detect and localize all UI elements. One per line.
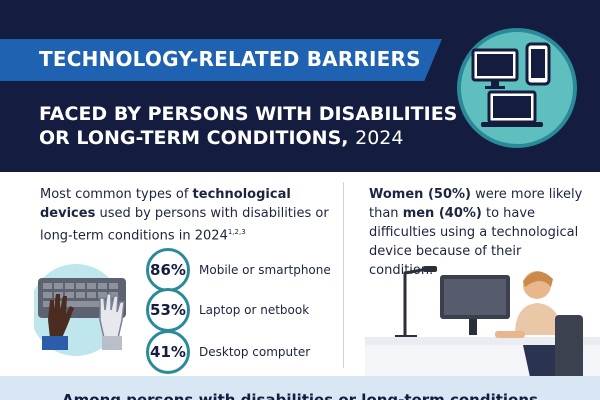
laptop-icon: [481, 90, 543, 127]
intro-post: used by persons with disabilities or lon…: [40, 206, 329, 244]
devices-badge: [457, 28, 577, 148]
intro-pre: Most common types of: [40, 187, 193, 202]
stat-mobile-label: Mobile or smartphone: [199, 263, 331, 277]
person-at-desk-illustration: [365, 266, 600, 400]
desktop-monitor-icon: [471, 48, 519, 89]
stat-laptop-value: 53%: [146, 288, 190, 332]
stat-desktop-label: Desktop computer: [199, 345, 311, 359]
hands-keyboard-illustration: [34, 264, 126, 356]
stat-laptop: 53% Laptop or netbook: [146, 288, 309, 332]
devices-icon-group: [471, 42, 551, 127]
gender-comparison-text: Women (50%) were more likely than men (4…: [369, 185, 589, 280]
stat-desktop-value: 41%: [146, 330, 190, 374]
subtitle-line-1: FACED BY PERSONS WITH DISABILITIES: [39, 103, 458, 125]
intro-footnote: 1,2,3: [227, 228, 246, 236]
stat-desktop: 41% Desktop computer: [146, 330, 310, 374]
stat-mobile-value: 86%: [146, 248, 190, 292]
smartphone-icon: [525, 42, 551, 86]
comparison-mid: were more likely than: [369, 187, 583, 221]
subtitle-year: 2024: [355, 127, 404, 149]
bottom-strip: [0, 376, 600, 400]
comparison-post: to have difficulties using a technologic…: [369, 206, 579, 278]
men-stat: men (40%): [402, 206, 482, 221]
intro-bold: technological devices: [40, 187, 291, 221]
subtitle-line-2: OR LONG-TERM CONDITIONS, 2024: [39, 126, 457, 150]
column-divider: [343, 182, 344, 368]
stat-laptop-label: Laptop or netbook: [199, 303, 310, 317]
title-banner: [0, 39, 442, 81]
subtitle-line-2-text: OR LONG-TERM CONDITIONS,: [39, 127, 349, 149]
women-stat: Women (50%): [369, 187, 471, 202]
devices-intro-text: Most common types of technological devic…: [40, 185, 330, 245]
banner-title: TECHNOLOGY-RELATED BARRIERS: [39, 47, 421, 71]
stat-mobile: 86% Mobile or smartphone: [146, 248, 331, 292]
bottom-heading: Among persons with disabilities or long-…: [62, 391, 538, 400]
subtitle: FACED BY PERSONS WITH DISABILITIES OR LO…: [39, 102, 457, 150]
